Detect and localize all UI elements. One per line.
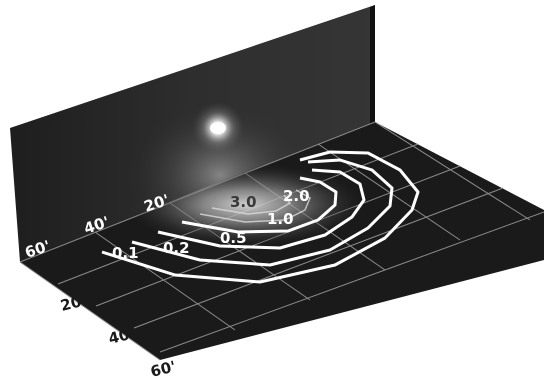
floor-distance-label-60: 60' bbox=[149, 357, 178, 381]
contour-1-0 bbox=[181, 176, 338, 234]
contour-label-2-0: 2.0 bbox=[283, 187, 310, 205]
contour-2-0 bbox=[199, 189, 311, 223]
contour-0-5 bbox=[157, 168, 366, 250]
contour-label-0-2: 0.2 bbox=[163, 239, 190, 257]
contour-label-0-5: 0.5 bbox=[220, 229, 247, 247]
contour-label-0-1: 0.1 bbox=[112, 244, 139, 262]
light-fixture-icon bbox=[210, 122, 226, 134]
contour-label-3-0: 3.0 bbox=[230, 193, 257, 211]
floor-distance-label-20: 20' bbox=[59, 291, 88, 315]
contour-lines bbox=[101, 150, 420, 284]
wall-edge bbox=[370, 5, 375, 124]
inner-contours bbox=[199, 189, 311, 223]
contour-0-1 bbox=[101, 150, 420, 284]
contour-0-2 bbox=[131, 158, 394, 267]
contour-3-0 bbox=[211, 194, 292, 215]
floor-distance-label-40: 40' bbox=[107, 324, 136, 348]
contour-label-1-0: 1.0 bbox=[267, 210, 294, 228]
